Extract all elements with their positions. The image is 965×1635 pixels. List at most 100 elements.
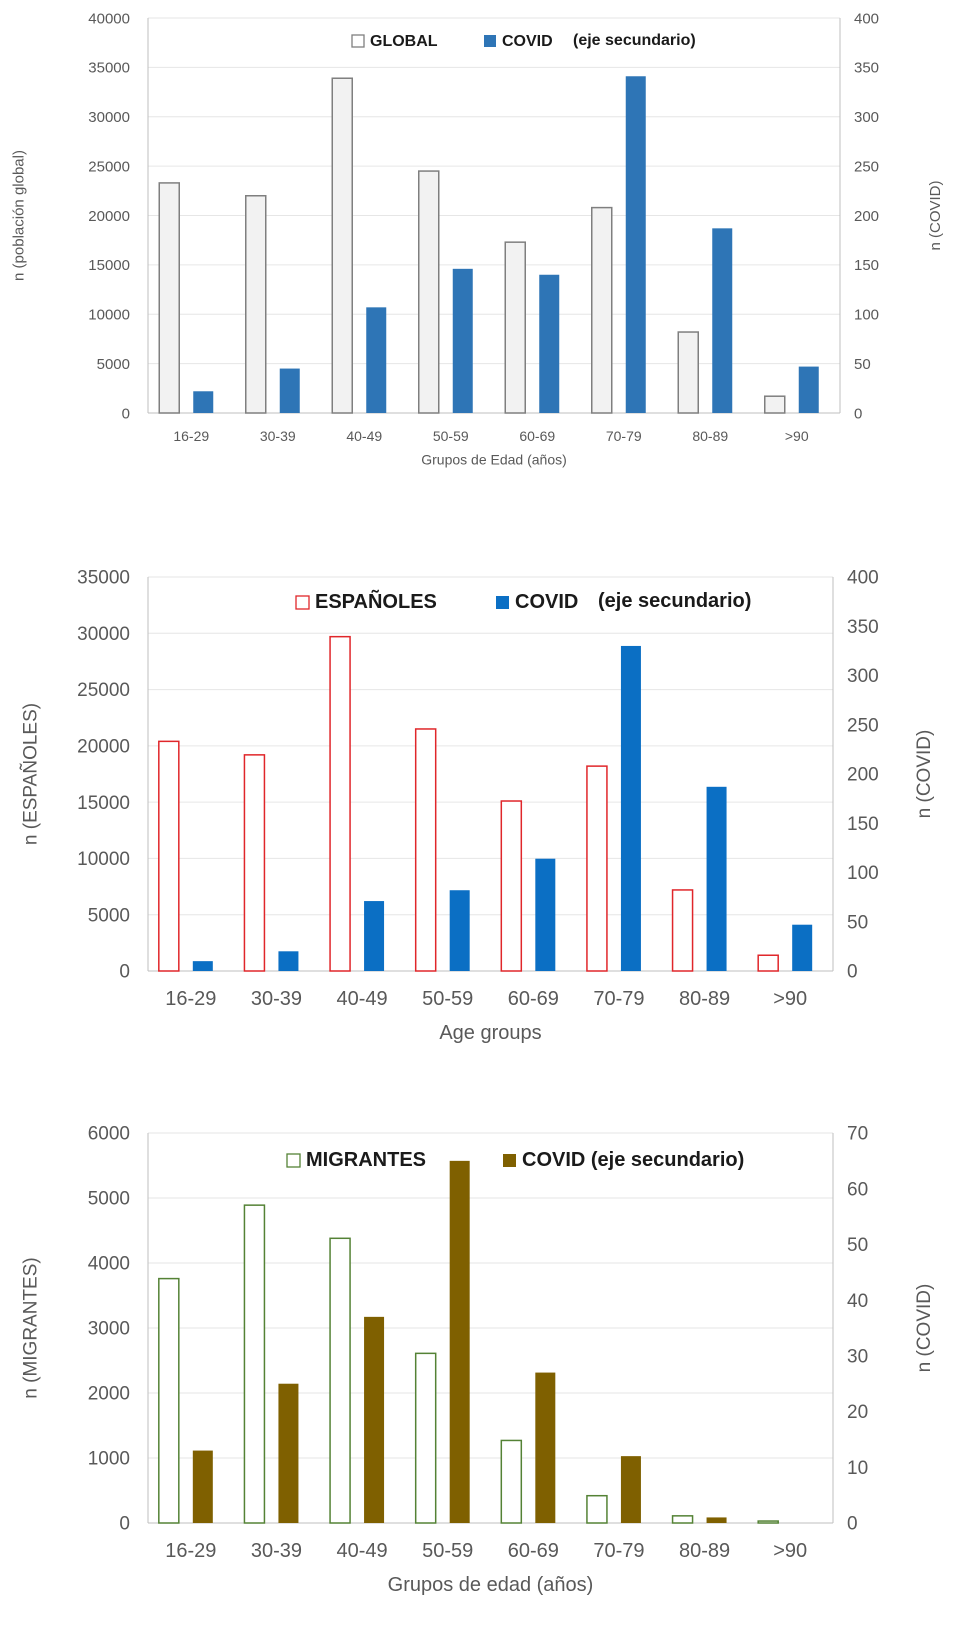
bar-españoles-30-39 [243, 754, 266, 972]
x-tick-label: 50-59 [422, 1540, 473, 1562]
y2-tick-label: 100 [854, 307, 879, 324]
legend-swatch [295, 595, 310, 610]
bar-covid-40-49 [366, 307, 387, 413]
y2-tick-label: 50 [847, 1235, 868, 1256]
bar-covid-16-29 [193, 391, 214, 413]
x-tick-label: 40-49 [336, 988, 387, 1010]
y-tick-label: 15000 [88, 257, 130, 274]
x-tick-label: 70-79 [606, 428, 642, 444]
legend-label: COVID [502, 33, 553, 50]
bar-migrantes->90 [757, 1520, 779, 1524]
bar-covid-40-49 [364, 901, 385, 971]
y2-tick-label: 300 [854, 109, 879, 126]
bar-global-30-39 [245, 195, 267, 414]
bar-migrantes-70-79 [586, 1494, 608, 1524]
x-tick-label: >90 [773, 1540, 807, 1562]
bar-global-40-49 [331, 77, 353, 414]
bar-global-80-89 [677, 331, 699, 414]
y-tick-label: 0 [119, 1514, 130, 1535]
bar-global-16-29 [158, 182, 180, 414]
bar-covid-30-39 [278, 951, 299, 971]
y-tick-label: 1000 [88, 1449, 130, 1470]
x-tick-label: 80-89 [692, 428, 728, 444]
x-tick-label: 30-39 [251, 988, 302, 1010]
y2-tick-label: 100 [847, 863, 879, 884]
x-tick-label: 60-69 [508, 988, 559, 1010]
bar-global->90 [764, 395, 786, 414]
x-tick-label: 50-59 [422, 988, 473, 1010]
y-tick-label: 30000 [88, 109, 130, 126]
y2-tick-label: 150 [847, 814, 879, 835]
bar-españoles-60-69 [500, 800, 523, 972]
y2-tick-label: 350 [847, 617, 879, 638]
bar-global-50-59 [418, 170, 440, 414]
y-tick-label: 10000 [77, 849, 130, 870]
bar-españoles->90 [757, 954, 779, 972]
x-axis-title: Grupos de edad (años) [388, 1574, 594, 1596]
x-axis-title: Age groups [439, 1022, 541, 1044]
x-tick-label: 16-29 [165, 988, 216, 1010]
y2-tick-label: 30 [847, 1347, 868, 1368]
bar-covid->90 [798, 366, 819, 413]
x-tick-label: 16-29 [173, 428, 209, 444]
legend-note: (eje secundario) [598, 590, 751, 612]
chart-1: 0 5000 10000 15000 20000 25000 30000 35000 40000… [10, 10, 944, 468]
bar-covid-50-59 [449, 890, 470, 971]
x-tick-label: 70-79 [593, 988, 644, 1010]
bar-covid-70-79 [620, 645, 641, 971]
bar-covid-eje-secundario--70-79 [620, 1456, 641, 1523]
bar-españoles-50-59 [414, 728, 437, 972]
legend-label: ESPAÑOLES [315, 590, 437, 613]
y-axis-title: n (MIGRANTES) [21, 1257, 42, 1398]
y2-tick-label: 10 [847, 1458, 868, 1479]
x-tick-label: 30-39 [251, 1540, 302, 1562]
bar-covid-eje-secundario--16-29 [192, 1450, 213, 1523]
y2-tick-label: 0 [847, 962, 858, 983]
y-axis-title: n (población global) [10, 150, 27, 281]
y2-tick-label: 300 [847, 666, 879, 687]
y2-tick-label: 350 [854, 60, 879, 77]
y-tick-label: 25000 [77, 680, 130, 701]
legend-label: COVID (eje secundario) [522, 1149, 744, 1171]
y2-tick-label: 250 [847, 715, 879, 736]
y-tick-label: 30000 [77, 624, 130, 645]
bar-migrantes-30-39 [243, 1204, 266, 1524]
bar-covid-50-59 [452, 268, 473, 413]
bar-covid-eje-secundario--60-69 [535, 1372, 556, 1523]
x-tick-label: 16-29 [165, 1540, 216, 1562]
y2-tick-label: 60 [847, 1179, 868, 1200]
x-tick-label: 80-89 [679, 1540, 730, 1562]
y-tick-label: 3000 [88, 1319, 130, 1340]
x-tick-label: 60-69 [519, 428, 555, 444]
y-tick-label: 10000 [88, 307, 130, 324]
x-tick-label: 80-89 [679, 988, 730, 1010]
x-tick-label: 50-59 [433, 428, 469, 444]
y2-tick-label: 0 [854, 405, 862, 422]
x-axis-title: Grupos de Edad (años) [421, 452, 567, 468]
y-tick-label: 5000 [88, 905, 130, 926]
y2-axis-title: n (COVID) [914, 1284, 935, 1373]
y-tick-label: 2000 [88, 1384, 130, 1405]
legend-label: GLOBAL [370, 33, 438, 50]
y-tick-label: 4000 [88, 1254, 130, 1275]
legend-label: MIGRANTES [306, 1149, 426, 1171]
bar-covid-16-29 [192, 961, 213, 971]
legend-swatch [484, 35, 496, 47]
y2-tick-label: 50 [847, 912, 868, 933]
y2-tick-label: 250 [854, 158, 879, 175]
y2-tick-label: 400 [854, 10, 879, 27]
bar-españoles-70-79 [586, 765, 608, 972]
y2-tick-label: 20 [847, 1402, 868, 1423]
x-tick-label: 30-39 [260, 428, 296, 444]
bar-covid-eje-secundario--40-49 [364, 1316, 385, 1523]
legend-swatch [286, 1153, 301, 1168]
x-tick-label: 60-69 [508, 1540, 559, 1562]
y-tick-label: 35000 [77, 568, 130, 589]
bar-españoles-16-29 [158, 740, 180, 972]
legend-swatch [496, 596, 509, 609]
y-tick-label: 6000 [88, 1124, 130, 1145]
y-tick-label: 15000 [77, 793, 130, 814]
y2-tick-label: 0 [847, 1514, 858, 1535]
y2-tick-label: 200 [847, 765, 879, 786]
bar-covid->90 [792, 924, 813, 971]
